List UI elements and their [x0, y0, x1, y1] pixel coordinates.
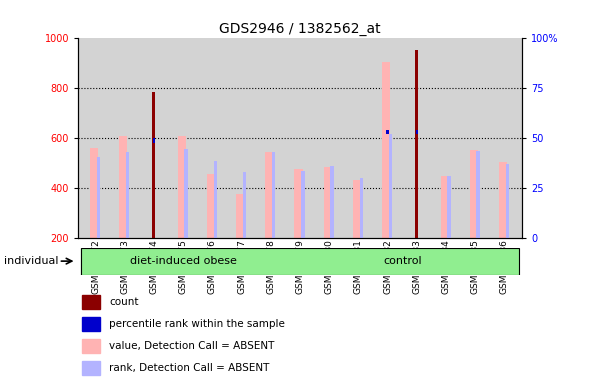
Text: value, Detection Call = ABSENT: value, Detection Call = ABSENT — [109, 341, 274, 351]
Bar — [184, 149, 188, 238]
Bar — [331, 166, 334, 238]
Text: individual: individual — [4, 256, 58, 266]
Title: GDS2946 / 1382562_at: GDS2946 / 1382562_at — [219, 22, 381, 36]
Bar — [236, 194, 244, 238]
Bar — [265, 152, 274, 238]
Text: control: control — [383, 256, 422, 266]
Bar — [126, 152, 130, 238]
Text: rank, Detection Call = ABSENT: rank, Detection Call = ABSENT — [109, 363, 269, 373]
Bar — [359, 178, 363, 238]
Bar — [415, 50, 418, 238]
Bar — [499, 162, 507, 238]
Bar — [506, 164, 509, 238]
Bar — [153, 138, 155, 143]
Bar — [207, 174, 215, 238]
Bar — [97, 157, 100, 238]
Bar — [90, 148, 98, 238]
Bar — [301, 171, 305, 238]
Bar — [440, 176, 449, 238]
Bar — [286, 248, 519, 275]
Bar — [214, 161, 217, 238]
Bar — [82, 317, 100, 331]
Bar — [353, 180, 361, 238]
Bar — [82, 295, 100, 309]
Bar — [243, 172, 246, 238]
Bar — [178, 136, 186, 238]
Bar — [152, 92, 155, 238]
Bar — [476, 151, 480, 238]
Bar — [82, 339, 100, 353]
Bar — [447, 176, 451, 238]
Text: diet-induced obese: diet-induced obese — [130, 256, 236, 266]
Bar — [323, 167, 332, 238]
Bar — [382, 62, 390, 238]
Bar — [386, 129, 389, 134]
Bar — [416, 129, 418, 134]
Text: percentile rank within the sample: percentile rank within the sample — [109, 319, 285, 329]
Bar — [82, 361, 100, 375]
Bar — [295, 169, 302, 238]
Bar — [272, 152, 275, 238]
Bar — [119, 136, 127, 238]
Bar — [389, 134, 392, 238]
Bar — [470, 150, 478, 238]
Text: count: count — [109, 297, 139, 307]
Bar — [81, 248, 286, 275]
